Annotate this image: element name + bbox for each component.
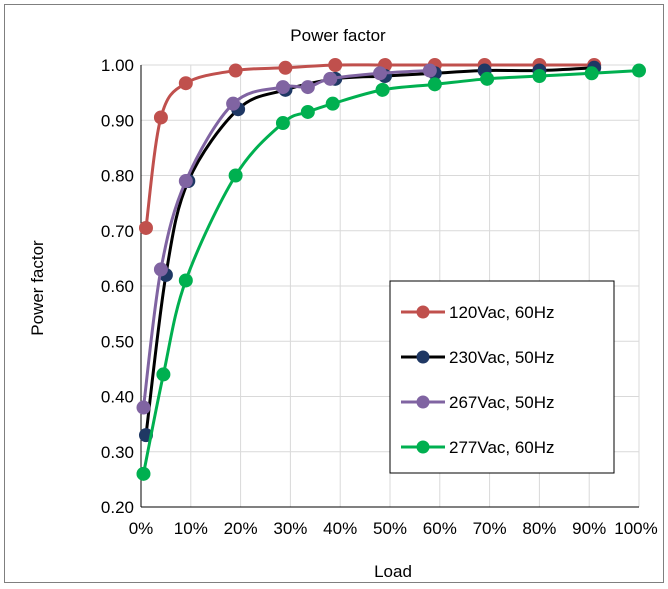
legend-marker [416,305,430,319]
legend-label: 120Vac, 60Hz [449,303,555,322]
x-tick-label: 60% [423,519,457,538]
data-point [178,174,193,189]
y-tick-label: 0.40 [101,388,134,407]
data-point [228,63,243,78]
series-line [144,63,595,229]
x-tick-label: 70% [473,519,507,538]
x-tick-label: 50% [373,519,407,538]
data-point [300,104,315,119]
data-point [480,71,495,86]
data-point [136,400,151,415]
x-tick-label: 30% [273,519,307,538]
y-tick-label: 0.80 [101,167,134,186]
data-point [275,80,290,95]
data-point [300,80,315,95]
data-point [228,168,243,183]
y-tick-label: 0.20 [101,498,134,517]
data-point [226,96,241,111]
data-point [178,76,193,91]
legend-marker [416,350,430,364]
series-4 [136,63,646,481]
x-tick-label: 10% [174,519,208,538]
y-tick-labels: 0.20 0.30 0.40 0.50 0.60 0.70 0.80 0.90 1.00 [101,56,134,517]
y-tick-label: 0.30 [101,443,134,462]
data-point [153,110,168,125]
legend-marker [416,440,430,454]
series-3 [136,63,437,415]
y-tick-label: 0.50 [101,332,134,351]
x-tick-label: 90% [572,519,606,538]
data-point [323,71,338,86]
x-tick-labels: 0% 10% 20% 30% 40% 50% 60% 70% 80% 90% 100% [129,519,658,538]
data-point [373,66,388,81]
series-1 [138,58,602,235]
x-tick-label: 100% [614,519,657,538]
data-point [178,273,193,288]
data-point [375,82,390,97]
power-factor-chart: Power factor 0.20 0.30 0.40 0.50 0.60 0.70 0.8… [28,26,658,581]
data-point [138,220,153,235]
x-axis-label: Load [374,562,412,581]
chart-title: Power factor [290,26,386,45]
data-point [584,66,599,81]
legend-label: 230Vac, 50Hz [449,348,555,367]
x-tick-label: 80% [522,519,556,538]
y-tick-label: 0.60 [101,277,134,296]
data-point [278,60,293,75]
data-point [325,96,340,111]
data-point [153,262,168,277]
data-point [532,69,547,84]
x-tick-label: 0% [129,519,154,538]
legend-label: 277Vac, 60Hz [449,438,555,457]
data-point [632,63,646,78]
chart-frame: Power factor 0.20 0.30 0.40 0.50 0.60 0.70 0.8… [4,4,664,583]
data-point [427,77,442,92]
y-tick-label: 1.00 [101,56,134,75]
data-point [156,367,171,382]
data-point [136,466,151,481]
x-tick-label: 20% [224,519,258,538]
legend: 120Vac, 60Hz 230Vac, 50Hz 267Vac, 50Hz 277V… [389,280,615,474]
data-point [328,58,343,72]
data-point [422,63,437,78]
x-tick-label: 40% [323,519,357,538]
legend-marker [416,395,430,409]
y-axis-label: Power factor [28,240,47,336]
legend-label: 267Vac, 50Hz [449,393,555,412]
data-point [275,116,290,131]
y-tick-label: 0.90 [101,111,134,130]
series-group [136,58,646,481]
y-tick-label: 0.70 [101,222,134,241]
